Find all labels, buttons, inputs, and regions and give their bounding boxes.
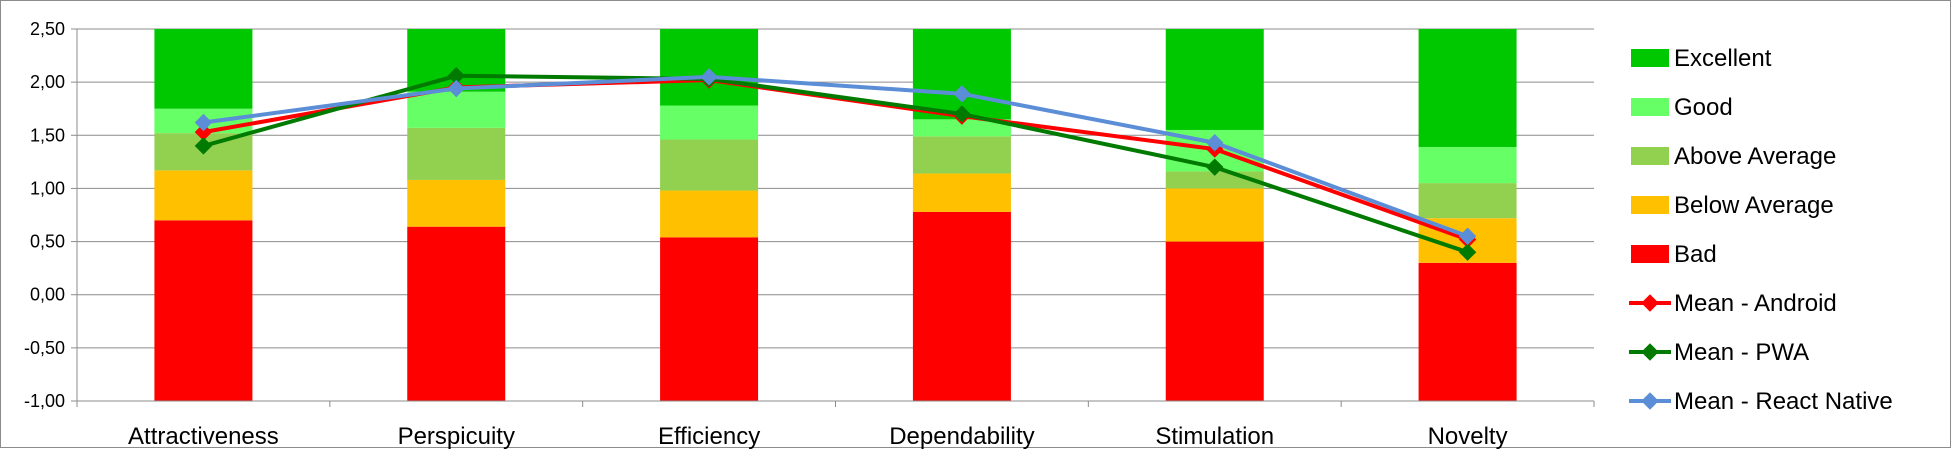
legend-swatch-marker — [1641, 294, 1659, 312]
bar-segment-excellent — [154, 29, 253, 109]
x-tick-label: Perspicuity — [398, 423, 515, 449]
y-tick-label: 0,50 — [30, 232, 65, 252]
legend-label: Below Average — [1674, 192, 1834, 219]
bar-segment-below-average — [912, 173, 1011, 212]
y-tick-label: -1,00 — [24, 391, 65, 411]
legend-swatch — [1631, 245, 1669, 263]
legend-item-above-average: Above Average — [1631, 143, 1836, 170]
point-mean-react-native — [194, 113, 213, 132]
y-tick-label: 1,50 — [30, 125, 65, 145]
bar-segment-below-average — [154, 170, 253, 221]
legend-item-below-average: Below Average — [1631, 192, 1834, 219]
x-axis-tick-labels: Attractiveness Perspicuity Efficiency Depen… — [128, 423, 1508, 450]
point-mean-pwa — [1206, 158, 1224, 176]
bar-segment-below-average — [660, 190, 759, 238]
bar-segment-bad — [407, 226, 506, 401]
bar-segment-bad — [660, 237, 759, 401]
y-tick-label: 0,00 — [30, 285, 65, 305]
bar-segment-good — [1418, 146, 1517, 184]
point-mean-react-native — [447, 79, 465, 98]
legend-item-excellent: Excellent — [1631, 45, 1772, 72]
legend-label: Mean - Android — [1674, 290, 1837, 317]
legend-swatch — [1631, 196, 1669, 214]
legend-swatch — [1631, 49, 1669, 67]
x-tick-label: Stimulation — [1155, 423, 1274, 449]
legend-swatch-marker — [1641, 343, 1659, 361]
x-tick-label: Novelty — [1428, 423, 1508, 449]
point-mean-pwa — [953, 105, 971, 123]
x-tick-label: Dependability — [889, 423, 1034, 449]
legend-label: Mean - PWA — [1674, 339, 1809, 366]
legend-label: Above Average — [1674, 143, 1836, 170]
bar-segment-above-average — [1418, 183, 1517, 219]
legend-swatch — [1631, 98, 1669, 116]
legend-label: Bad — [1674, 241, 1717, 268]
legend-item-mean-pwa: Mean - PWA — [1629, 339, 1809, 366]
point-mean-pwa — [194, 137, 213, 155]
y-tick-label: 2,50 — [30, 19, 65, 39]
bar-segment-excellent — [912, 29, 1011, 120]
x-tick-label: Efficiency — [658, 423, 760, 449]
bar-segment-above-average — [407, 127, 506, 180]
bar-segment-bad — [1418, 262, 1517, 401]
legend-label: Mean - React Native — [1674, 388, 1893, 415]
bar-segment-bad — [1165, 241, 1264, 401]
line-mean-android — [203, 78, 1469, 242]
bar-segment-bad — [912, 211, 1011, 401]
y-tick-label: -0,50 — [24, 338, 65, 358]
line-mean-pwa — [202, 73, 1469, 255]
legend-label: Excellent — [1674, 45, 1772, 72]
legend-label: Good — [1674, 94, 1733, 121]
line-mean-react-native — [203, 74, 1469, 239]
bar-segment-excellent — [660, 29, 759, 106]
legend-swatch-marker — [1641, 392, 1659, 410]
y-tick-label: 2,00 — [30, 72, 65, 92]
bar-segment-excellent — [1418, 29, 1517, 147]
legend-swatch — [1631, 147, 1669, 165]
legend-item-good: Good — [1631, 94, 1733, 121]
bar-segment-excellent — [1165, 29, 1264, 130]
x-tick-label: Attractiveness — [128, 423, 279, 449]
bar-segment-good — [407, 91, 506, 128]
bar-segment-above-average — [912, 136, 1011, 174]
point-mean-react-native — [1458, 227, 1477, 245]
legend-item-mean-react-native: Mean - React Native — [1629, 388, 1893, 415]
legend: Excellent Good Above Average Below Average B… — [1629, 45, 1893, 415]
point-mean-react-native — [1206, 134, 1224, 152]
legend-item-mean-android: Mean - Android — [1629, 290, 1837, 317]
bar-segment-bad — [154, 220, 253, 401]
point-mean-react-native — [700, 68, 718, 86]
grid — [77, 28, 1594, 402]
bar-segment-below-average — [1165, 188, 1264, 242]
y-tick-label: 1,00 — [30, 178, 65, 198]
axes — [71, 28, 1595, 407]
bar-segment-good — [660, 105, 759, 140]
legend-item-bad: Bad — [1631, 241, 1717, 268]
bar-segment-below-average — [407, 179, 506, 227]
mean-lines — [194, 67, 1477, 261]
bar-segment-above-average — [660, 139, 759, 191]
bar-segment-good — [912, 119, 1011, 137]
point-mean-react-native — [953, 85, 971, 103]
y-axis-tick-labels: -1,00 -0,50 0,00 0,50 1,00 1,50 2,00 2,50 — [24, 19, 65, 411]
point-mean-pwa — [1458, 243, 1477, 261]
